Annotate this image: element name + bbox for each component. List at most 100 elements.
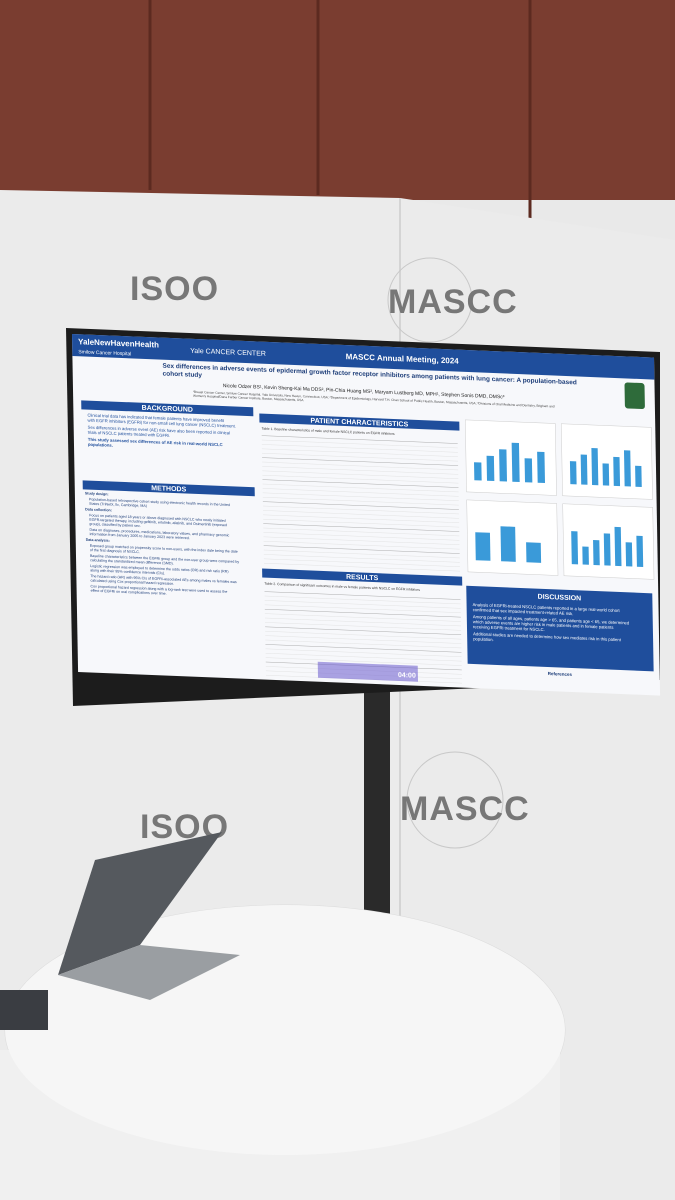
table-rule: [265, 657, 462, 666]
figure-bar: [614, 526, 622, 567]
table-rule: [261, 444, 458, 453]
methods-item: Data collection:: [85, 507, 112, 512]
methods-item: Population-based retrospective cohort st…: [89, 497, 230, 511]
table-rule: [262, 488, 459, 497]
discussion-bullet: Additional studies are needed to determi…: [473, 631, 622, 647]
table-rule: [263, 554, 460, 563]
figure-bar: [603, 533, 611, 566]
table-rule: [265, 639, 462, 649]
methods-item: Cox proportional hazard regression along…: [90, 584, 227, 598]
section-heading: DISCUSSION: [538, 594, 582, 603]
table-rule: [263, 519, 460, 528]
table-rule: [261, 435, 458, 444]
section-heading: BACKGROUND: [142, 405, 193, 414]
section-heading: PATIENT CHARACTERISTICS: [310, 418, 408, 429]
table-rule: [265, 635, 462, 644]
figure-bar: [571, 531, 579, 565]
table-rule: [264, 617, 461, 627]
highlight-rows: [317, 661, 419, 682]
device: [0, 990, 48, 1030]
table-rule: [263, 514, 460, 523]
figure-bar: [486, 455, 495, 482]
section-bar: [82, 480, 255, 497]
methods-item: The hazard ratio (HR) with 95% CIs of EG…: [90, 574, 237, 588]
table-rule: [261, 439, 458, 449]
background-bullet: This study assessed sex differences of A…: [88, 437, 223, 452]
figure-bar: [475, 532, 491, 561]
table-rule: [261, 448, 458, 457]
background-bullet: Clinical trial data has indicated that f…: [87, 413, 236, 429]
figure-bar: [635, 465, 642, 487]
table-rule: [262, 470, 459, 479]
figure-bar: [500, 526, 516, 562]
wall: [0, 0, 675, 200]
methods-item: Logistic regression was employed to dete…: [90, 564, 229, 578]
table-rule: [262, 457, 459, 466]
table-rule: [262, 483, 459, 493]
table-rule: [262, 497, 459, 506]
methods-item: Exposed group matched on propensity scor…: [90, 544, 238, 558]
figure-bar: [537, 451, 546, 484]
methods-item: Data on diagnoses, procedures, medicatio…: [89, 528, 229, 542]
logo: MASCC: [388, 283, 518, 321]
table-rule: [263, 545, 460, 554]
table-rule: [263, 510, 460, 519]
methods-item: Focus on patients aged 18 years or above…: [89, 513, 227, 531]
table-rule: [265, 644, 462, 653]
figure-bar: [602, 463, 610, 486]
table-rule: [262, 475, 459, 484]
methods-item: Data analysis:: [86, 538, 110, 543]
table-rule: [263, 563, 460, 572]
table-rule: [265, 626, 462, 635]
table-rule: [263, 536, 460, 545]
table-rule: [264, 600, 461, 609]
logo: MASCC: [400, 790, 530, 828]
table-rule: [262, 505, 459, 515]
figure-bar: [474, 462, 482, 481]
table-rule: [263, 527, 460, 537]
table-rule: [262, 453, 459, 462]
figure-bar: [569, 461, 577, 485]
figure-bar: [593, 539, 600, 566]
table-rule: [265, 653, 462, 662]
table-rule: [264, 609, 461, 618]
globe: [406, 751, 504, 849]
poster: YaleNewHavenHealth Smilow Cancer Hospita…: [72, 334, 661, 696]
tablet: [58, 832, 222, 975]
table-rule: [264, 604, 461, 613]
header-left: YaleNewHavenHealth: [78, 337, 159, 349]
table-rule: [263, 549, 460, 559]
section-bar: [262, 568, 463, 586]
section-bar: [259, 413, 460, 431]
logo: ISOO: [130, 270, 219, 308]
table-rule: [265, 631, 462, 640]
figure-bar: [625, 542, 633, 567]
section-heading: METHODS: [151, 485, 186, 493]
table-rule: [262, 501, 459, 510]
table-rule: [263, 532, 460, 541]
table-title: Table 2. Comparison of significant outco…: [264, 582, 420, 592]
section-bar: [81, 400, 254, 417]
screen-clock: 04:00: [398, 672, 416, 680]
discussion-bullet: Analysis of EGFRi-treated NSCLC patients…: [473, 602, 621, 618]
table-title: Table 1. Baseline characteristics of mal…: [262, 427, 395, 436]
screen-stand: [364, 680, 390, 930]
figure-bar: [524, 458, 533, 483]
section-heading: RESULTS: [346, 574, 379, 582]
tablet-stand: [58, 945, 240, 1000]
table-rule: [263, 523, 460, 532]
header-left-sub: Smilow Cancer Hospital: [78, 349, 131, 357]
figure-bar: [591, 447, 599, 486]
figure-bar: [580, 454, 588, 485]
globe: [387, 257, 473, 343]
figure-bar: [636, 535, 644, 567]
crest: [624, 382, 645, 410]
figure-bar: [499, 449, 508, 482]
discussion-bullet: Among patients of all ages, patients age…: [473, 614, 630, 635]
methods-item: Baseline characteristics between the EGF…: [90, 554, 240, 568]
figure-bar: [623, 450, 631, 487]
table-rule: [265, 622, 462, 631]
